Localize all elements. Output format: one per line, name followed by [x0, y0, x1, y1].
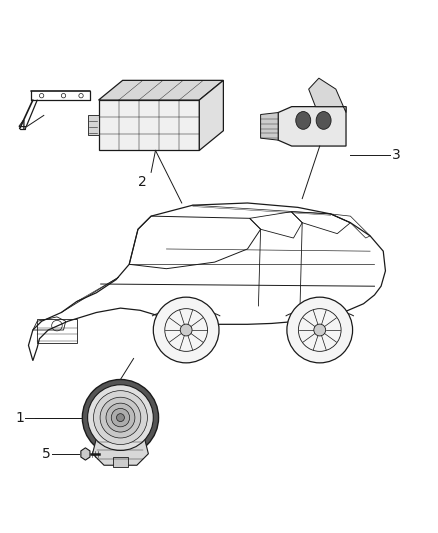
Polygon shape [199, 80, 223, 150]
Circle shape [82, 379, 159, 456]
Text: 5: 5 [42, 447, 50, 461]
Bar [88, 115, 99, 135]
Polygon shape [81, 448, 90, 460]
Circle shape [153, 297, 219, 363]
Ellipse shape [316, 111, 331, 130]
Circle shape [106, 403, 135, 432]
Polygon shape [261, 112, 278, 140]
Polygon shape [99, 80, 223, 100]
Bar [113, 457, 128, 467]
Circle shape [111, 408, 130, 427]
Circle shape [180, 324, 192, 336]
Bar [99, 100, 199, 150]
Polygon shape [92, 434, 148, 465]
Circle shape [100, 397, 141, 438]
Text: 4: 4 [18, 119, 26, 133]
Circle shape [88, 385, 153, 450]
Circle shape [117, 414, 124, 422]
Text: 2: 2 [138, 174, 147, 189]
Bar [37, 319, 77, 343]
Text: 1: 1 [15, 410, 24, 425]
Circle shape [94, 391, 147, 445]
Polygon shape [278, 107, 346, 146]
Circle shape [287, 297, 353, 363]
Text: 3: 3 [392, 148, 401, 162]
Ellipse shape [296, 111, 311, 130]
Circle shape [314, 324, 326, 336]
Polygon shape [309, 78, 346, 112]
